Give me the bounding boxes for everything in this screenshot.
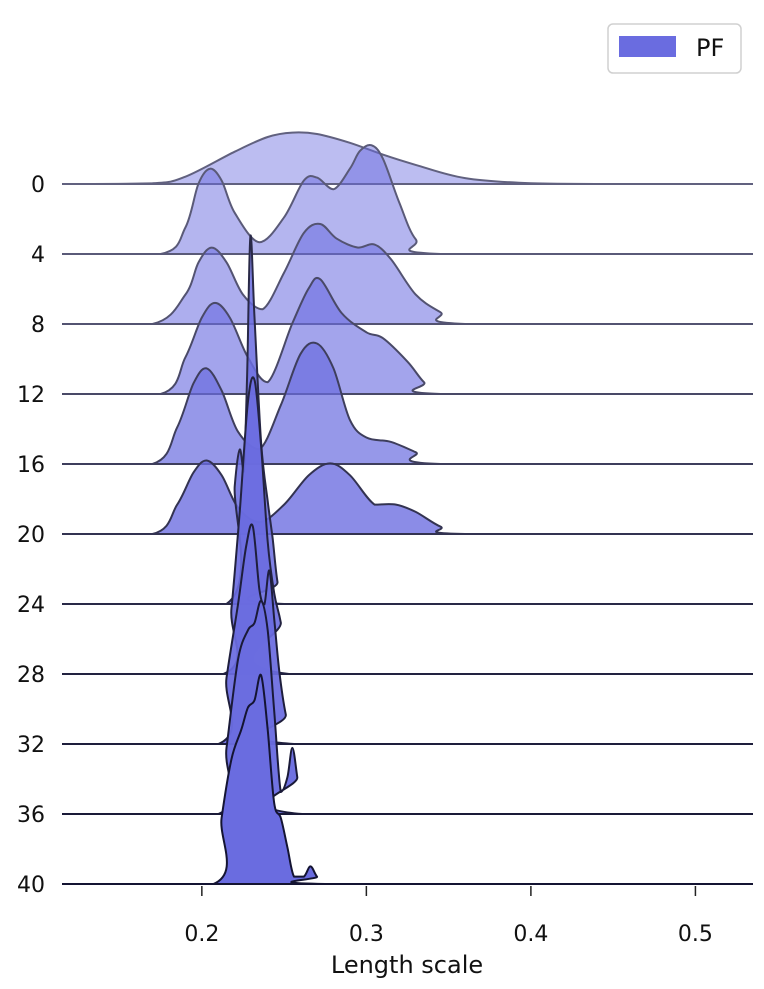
y-tick-label: 8	[31, 313, 45, 338]
y-tick-label: 36	[17, 803, 45, 828]
y-tick-label: 28	[17, 663, 45, 688]
ridge-32	[62, 523, 753, 746]
ridge-outline-4	[62, 143, 753, 256]
y-tick-label: 24	[17, 593, 45, 618]
y-tick-label: 16	[17, 453, 45, 478]
x-tick-label: 0.3	[349, 922, 384, 947]
ridge-area-28	[62, 377, 753, 674]
y-tick-labels: 0 4 8 12 16 20 24 28 32 36 40	[17, 173, 45, 898]
y-tick-label: 0	[31, 173, 45, 198]
ridge-outline-16	[61, 341, 753, 466]
ridge-area-16	[62, 342, 753, 464]
ridge-area-40	[62, 674, 753, 884]
ridge-outline-20	[61, 459, 753, 536]
ridge-8	[62, 222, 753, 326]
ridge-area-8	[62, 223, 753, 324]
ridge-0	[61, 131, 753, 185]
ridge-outline-40	[62, 673, 753, 886]
ridge-16	[61, 341, 753, 466]
x-tick-label: 0.5	[678, 922, 713, 947]
ridge-outline-32	[62, 523, 753, 746]
ridge-area-4	[62, 144, 753, 254]
y-tick-label: 4	[31, 243, 45, 268]
ridge-area-12	[62, 277, 753, 394]
x-tick-label: 0.2	[184, 922, 219, 947]
ridges-group	[61, 131, 753, 886]
x-tick-label: 0.4	[513, 922, 548, 947]
ridge-area-20	[62, 460, 753, 534]
ridge-outline-12	[62, 276, 753, 396]
y-tick-label: 40	[17, 873, 45, 898]
ridge-20	[61, 459, 753, 536]
ridge-area-32	[62, 524, 753, 744]
y-tick-label: 12	[17, 383, 45, 408]
x-axis: 0.2 0.3 0.4 0.5	[184, 886, 713, 947]
ridge-4	[62, 143, 753, 256]
ridge-area-0	[62, 132, 753, 184]
ridge-outline-8	[62, 222, 753, 326]
ridge-36	[61, 599, 753, 816]
y-tick-label: 32	[17, 733, 45, 758]
legend-label: PF	[696, 34, 724, 62]
ridge-28	[61, 376, 753, 676]
ridge-40	[62, 673, 753, 886]
y-tick-label: 20	[17, 523, 45, 548]
legend: PF	[607, 23, 742, 74]
x-axis-title: Length scale	[331, 951, 483, 979]
ridge-12	[62, 276, 753, 396]
ridge-outline-36	[61, 599, 753, 816]
legend-swatch	[619, 36, 676, 57]
ridge-area-36	[62, 600, 753, 814]
